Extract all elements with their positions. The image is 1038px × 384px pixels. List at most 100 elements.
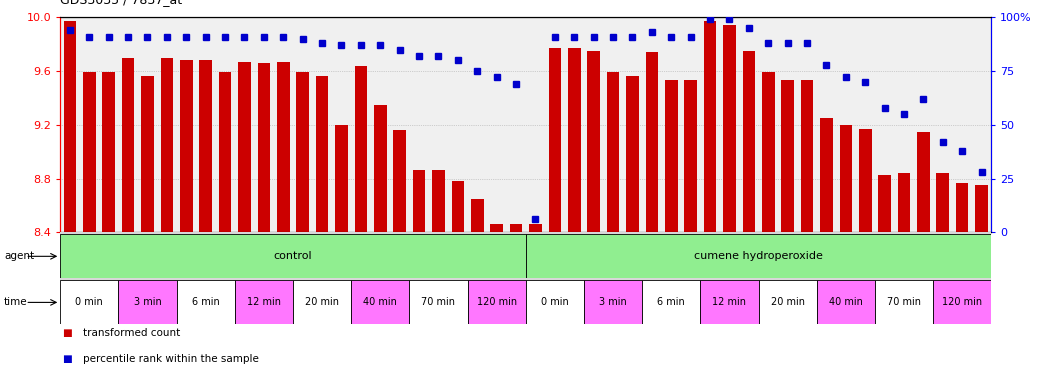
- Bar: [976, 185, 988, 232]
- Bar: [390, 232, 409, 282]
- Bar: [219, 73, 231, 232]
- Bar: [858, 129, 872, 232]
- Text: 120 min: 120 min: [476, 297, 517, 308]
- Bar: [895, 232, 913, 282]
- Bar: [956, 183, 968, 232]
- Bar: [936, 173, 949, 232]
- Text: ■: ■: [62, 354, 72, 364]
- Bar: [297, 73, 309, 232]
- Text: percentile rank within the sample: percentile rank within the sample: [83, 354, 258, 364]
- Bar: [681, 232, 701, 282]
- Bar: [704, 21, 716, 232]
- Bar: [83, 73, 95, 232]
- Bar: [429, 232, 448, 282]
- Text: cumene hydroperoxide: cumene hydroperoxide: [694, 251, 823, 262]
- Bar: [759, 232, 777, 282]
- Bar: [199, 60, 212, 232]
- Bar: [293, 232, 312, 282]
- Bar: [817, 280, 875, 324]
- Bar: [933, 232, 953, 282]
- Text: time: time: [4, 297, 28, 308]
- Bar: [762, 73, 774, 232]
- Text: 6 min: 6 min: [657, 297, 685, 308]
- Text: 20 min: 20 min: [305, 297, 339, 308]
- Text: 0 min: 0 min: [541, 297, 569, 308]
- Bar: [525, 234, 991, 278]
- Bar: [525, 232, 545, 282]
- Bar: [898, 173, 910, 232]
- Text: 12 min: 12 min: [247, 297, 281, 308]
- Bar: [60, 280, 118, 324]
- Bar: [80, 232, 99, 282]
- Bar: [316, 76, 328, 232]
- Text: 12 min: 12 min: [712, 297, 746, 308]
- Text: 6 min: 6 min: [192, 297, 220, 308]
- Bar: [972, 232, 991, 282]
- Bar: [196, 232, 216, 282]
- Text: 3 min: 3 min: [134, 297, 161, 308]
- Bar: [643, 280, 701, 324]
- Bar: [490, 224, 503, 232]
- Bar: [63, 21, 76, 232]
- Bar: [467, 232, 487, 282]
- Bar: [471, 199, 484, 232]
- Bar: [60, 234, 525, 278]
- Text: 40 min: 40 min: [829, 297, 863, 308]
- Text: 0 min: 0 min: [76, 297, 103, 308]
- Bar: [161, 58, 173, 232]
- Bar: [393, 130, 406, 232]
- Bar: [254, 232, 274, 282]
- Bar: [507, 232, 525, 282]
- Bar: [409, 232, 429, 282]
- Bar: [545, 232, 565, 282]
- Text: 20 min: 20 min: [770, 297, 804, 308]
- Bar: [529, 224, 542, 232]
- Bar: [548, 48, 562, 232]
- Bar: [626, 76, 638, 232]
- Bar: [855, 232, 875, 282]
- Bar: [467, 280, 525, 324]
- Bar: [701, 280, 759, 324]
- Bar: [739, 232, 759, 282]
- Bar: [797, 232, 817, 282]
- Bar: [603, 232, 623, 282]
- Bar: [99, 232, 118, 282]
- Bar: [510, 224, 522, 232]
- Bar: [274, 232, 293, 282]
- Text: 3 min: 3 min: [599, 297, 627, 308]
- Text: control: control: [274, 251, 312, 262]
- Bar: [817, 232, 836, 282]
- Bar: [216, 232, 235, 282]
- Bar: [432, 170, 444, 232]
- Bar: [138, 232, 157, 282]
- Bar: [623, 232, 643, 282]
- Bar: [235, 232, 254, 282]
- Bar: [918, 131, 930, 232]
- Bar: [646, 52, 658, 232]
- Bar: [643, 232, 661, 282]
- Bar: [878, 174, 891, 232]
- Bar: [913, 232, 933, 282]
- Bar: [953, 232, 972, 282]
- Bar: [351, 232, 371, 282]
- Bar: [176, 280, 235, 324]
- Bar: [118, 280, 176, 324]
- Bar: [60, 232, 80, 282]
- Bar: [568, 48, 580, 232]
- Bar: [448, 232, 467, 282]
- Bar: [875, 280, 933, 324]
- Bar: [742, 51, 755, 232]
- Bar: [565, 232, 584, 282]
- Bar: [933, 280, 991, 324]
- Bar: [257, 63, 270, 232]
- Bar: [332, 232, 351, 282]
- Bar: [277, 62, 290, 232]
- Bar: [800, 81, 814, 232]
- Bar: [335, 125, 348, 232]
- Text: 70 min: 70 min: [421, 297, 456, 308]
- Bar: [452, 181, 464, 232]
- Bar: [684, 81, 696, 232]
- Bar: [176, 232, 196, 282]
- Bar: [157, 232, 176, 282]
- Bar: [238, 62, 251, 232]
